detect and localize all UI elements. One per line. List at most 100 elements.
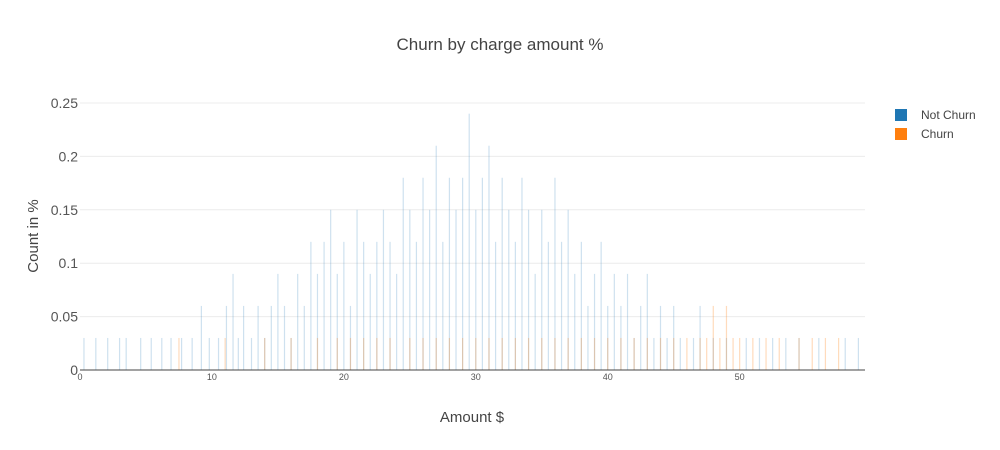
bar-not-churn <box>818 337 820 370</box>
bar-not-churn <box>521 177 523 370</box>
bar-not-churn <box>501 177 503 370</box>
bar-not-churn <box>95 337 97 370</box>
bar-not-churn <box>560 241 563 370</box>
bar-not-churn <box>514 241 516 370</box>
bar-not-churn <box>679 337 681 370</box>
bar-not-churn <box>745 337 747 370</box>
bar-churn <box>798 337 800 370</box>
bar-not-churn <box>547 241 549 370</box>
bar-not-churn <box>310 241 312 370</box>
bar-not-churn <box>798 337 800 370</box>
bar-not-churn <box>170 337 172 370</box>
bar-churn <box>178 337 180 370</box>
bar-not-churn <box>349 305 352 370</box>
bar-churn <box>732 337 734 370</box>
bar-not-churn <box>363 241 365 370</box>
bar-not-churn <box>83 337 85 370</box>
bar-churn <box>448 337 451 370</box>
bar-not-churn <box>422 177 424 370</box>
bar-not-churn <box>620 305 622 370</box>
bar-not-churn <box>180 337 183 370</box>
bar-not-churn <box>758 337 761 370</box>
bar-not-churn <box>330 209 332 370</box>
legend-label-not-churn: Not Churn <box>921 108 976 122</box>
bar-churn <box>778 337 780 370</box>
bar-churn <box>593 337 596 370</box>
bar-not-churn <box>435 145 437 370</box>
bar-churn <box>462 337 464 370</box>
bar-churn <box>290 337 292 370</box>
bar-not-churn <box>208 337 210 370</box>
bar-churn <box>541 337 543 370</box>
bar-churn <box>673 337 675 370</box>
bar-churn <box>686 337 688 370</box>
bar-churn <box>567 337 569 370</box>
bar-not-churn <box>270 305 272 370</box>
bar-not-churn <box>396 273 398 370</box>
bar-not-churn <box>659 305 662 370</box>
bar-churn <box>811 337 813 370</box>
x-tick-label: 50 <box>735 372 745 382</box>
bar-not-churn <box>554 177 556 370</box>
bar-not-churn <box>191 337 193 370</box>
legend: Not Churn Churn <box>895 108 976 141</box>
y-tick-label: 0.05 <box>51 309 78 325</box>
y-tick-labels: 0 0.05 0.1 0.15 0.2 0.25 <box>51 95 78 378</box>
bar-churn <box>422 337 424 370</box>
bar-not-churn <box>666 337 668 370</box>
bar-churn <box>580 337 582 370</box>
bar-not-churn <box>382 209 385 370</box>
y-tick-label: 0.1 <box>59 255 79 271</box>
bar-not-churn <box>633 337 635 370</box>
bar-not-churn <box>257 305 259 370</box>
bar-not-churn <box>475 209 477 370</box>
bar-churn <box>838 337 840 370</box>
gridlines <box>80 102 865 318</box>
x-tick-label: 0 <box>77 372 82 382</box>
bar-churn <box>706 337 708 370</box>
bar-not-churn <box>369 273 371 370</box>
bar-not-churn <box>468 113 470 371</box>
bar-churn <box>659 337 662 370</box>
bar-churn <box>488 337 490 370</box>
bar-not-churn <box>323 241 325 370</box>
x-axis-title: Amount $ <box>440 409 505 426</box>
legend-item-churn[interactable]: Churn <box>895 127 954 141</box>
bar-not-churn <box>237 337 239 370</box>
bar-not-churn <box>653 337 655 370</box>
bar-not-churn <box>250 337 253 370</box>
bar-not-churn <box>402 177 404 370</box>
bar-churn <box>554 337 556 370</box>
bar-churn <box>712 305 714 370</box>
bar-not-churn <box>297 273 299 370</box>
bar-not-churn <box>118 337 121 370</box>
bar-churn <box>752 337 754 370</box>
x-tick-label: 20 <box>339 372 349 382</box>
y-tick-label: 0 <box>70 362 78 378</box>
bar-not-churn <box>600 241 602 370</box>
bar-not-churn <box>225 305 228 370</box>
bar-not-churn <box>508 209 510 370</box>
bar-not-churn <box>242 305 245 370</box>
bar-not-churn <box>336 273 338 370</box>
bar-churn <box>409 337 411 370</box>
bar-not-churn <box>488 145 490 370</box>
legend-swatch-not-churn <box>895 109 907 121</box>
bar-not-churn <box>593 273 596 370</box>
bar-not-churn <box>646 273 648 370</box>
bar-not-churn <box>389 241 391 370</box>
bar-not-churn <box>699 305 701 370</box>
legend-item-not-churn[interactable]: Not Churn <box>895 108 976 122</box>
bar-not-churn <box>712 337 714 370</box>
bar-churn <box>607 337 609 370</box>
bar-not-churn <box>494 241 497 370</box>
bar-not-churn <box>200 305 202 370</box>
bar-not-churn <box>640 305 642 370</box>
bar-churn <box>527 337 530 370</box>
bar-churn <box>765 337 767 370</box>
bar-churn <box>620 337 622 370</box>
bar-not-churn <box>376 241 378 370</box>
bar-churn <box>514 337 516 370</box>
bar-not-churn <box>232 273 234 370</box>
legend-label-churn: Churn <box>921 127 954 141</box>
